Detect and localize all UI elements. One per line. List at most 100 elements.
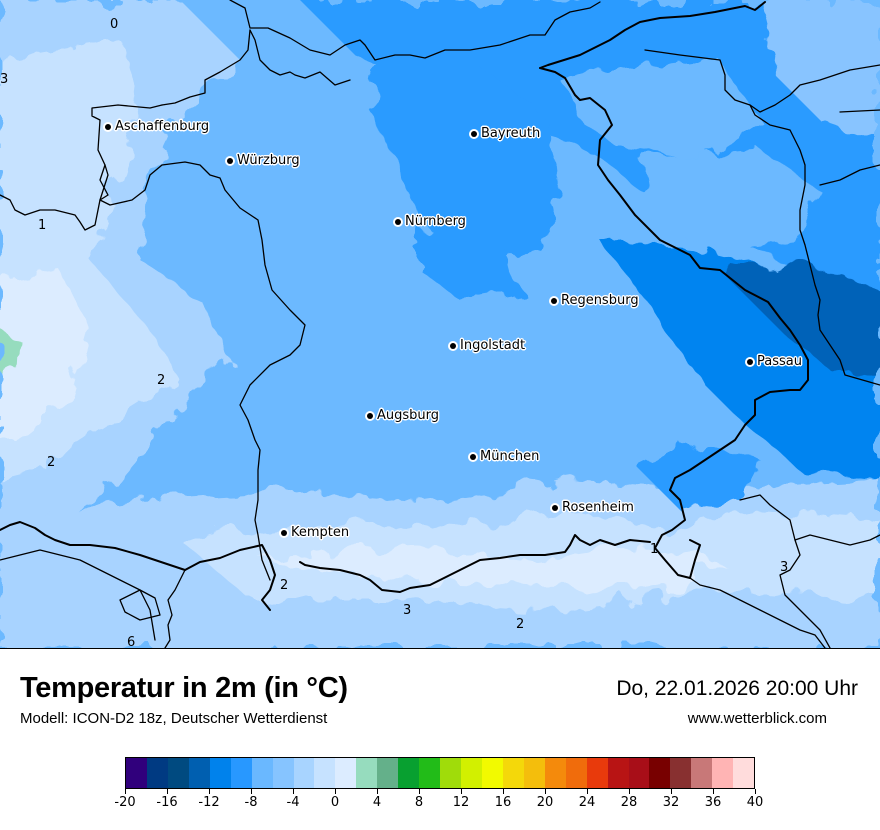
city-marker-icon <box>395 218 401 225</box>
colorbar-segment <box>733 758 755 788</box>
city-marker-icon <box>552 504 558 511</box>
temperature-field <box>0 0 880 648</box>
city-marker-icon <box>470 453 476 460</box>
tick-mark <box>334 789 336 794</box>
tick-mark <box>418 789 420 794</box>
colorbar-segment <box>607 758 629 788</box>
tick-label: 24 <box>578 795 596 810</box>
city-regensburg: Regensburg <box>551 293 639 308</box>
forecast-datetime: Do, 22.01.2026 20:00 Uhr <box>616 677 858 700</box>
city-label: Ingolstadt <box>460 338 526 353</box>
colorbar-ticks: -20 -16 -12 -8 -4 0 4 8 12 16 20 24 28 32 36 40 <box>114 789 763 819</box>
colorbar-segment <box>398 758 420 788</box>
colorbar-segment <box>209 758 231 788</box>
colorbar-segment <box>293 758 315 788</box>
colorbar-segment <box>586 758 608 788</box>
tick-label: 8 <box>414 795 424 810</box>
city-marker-icon <box>227 157 233 164</box>
colorbar-segment <box>251 758 273 788</box>
tick-mark <box>292 789 294 794</box>
colorbar-segment <box>356 758 378 788</box>
tick-mark <box>166 789 168 794</box>
tick-label: 12 <box>452 795 470 810</box>
colorbar-segment <box>670 758 692 788</box>
city-muenchen: München <box>470 449 539 464</box>
city-marker-icon <box>281 529 287 536</box>
city-label: Nürnberg <box>405 214 466 229</box>
city-aschaffenburg: Aschaffenburg <box>105 119 209 134</box>
colorbar-segment <box>335 758 357 788</box>
contour-value: 2 <box>47 455 56 470</box>
colorbar-segment <box>461 758 482 788</box>
model-info: Modell: ICON-D2 18z, Deutscher Wetterdie… <box>20 710 328 727</box>
contour-value: 3 <box>0 72 9 87</box>
tick-label: -20 <box>114 795 136 810</box>
tick-mark <box>208 789 210 794</box>
city-label: Passau <box>757 354 802 369</box>
city-marker-icon <box>747 358 753 365</box>
city-label: Aschaffenburg <box>115 119 210 134</box>
city-marker-icon <box>471 130 477 137</box>
city-rosenheim: Rosenheim <box>552 500 634 515</box>
city-marker-icon <box>450 342 456 349</box>
contour-value: 2 <box>280 578 289 593</box>
tick-label: 28 <box>620 795 638 810</box>
contour-value: 3 <box>780 560 789 575</box>
tick-label: -8 <box>244 795 258 810</box>
contour-value: 2 <box>157 373 166 388</box>
colorbar-segment <box>712 758 734 788</box>
contour-value: 2 <box>516 617 525 632</box>
colorbar-segment <box>649 758 671 788</box>
colorbar-segment <box>377 758 399 788</box>
temperature-map: 0 3 1 2 2 2 3 2 3 1 6 Aschaffenburg Würz… <box>0 0 880 649</box>
colorbar-segment <box>565 758 587 788</box>
border-lines <box>0 0 880 648</box>
city-label: Würzburg <box>237 153 300 168</box>
colorbar-segment <box>440 758 461 788</box>
city-label: Kempten <box>291 525 350 540</box>
city-label: Bayreuth <box>481 126 541 141</box>
contour-value: 6 <box>127 635 136 649</box>
city-label: Rosenheim <box>562 500 634 515</box>
city-passau: Passau <box>747 354 802 369</box>
city-wuerzburg: Würzburg <box>227 153 300 168</box>
contour-value: 3 <box>403 603 412 618</box>
colorbar-segment <box>188 758 210 788</box>
city-marker-icon <box>105 123 111 130</box>
colorbar-segment <box>544 758 566 788</box>
contour-value: 0 <box>110 17 119 32</box>
city-label: Augsburg <box>377 408 440 423</box>
city-marker-icon <box>367 412 373 419</box>
colorbar-segment <box>628 758 650 788</box>
tick-mark <box>124 789 126 794</box>
colorbar-segment <box>691 758 713 788</box>
tick-mark <box>712 789 714 794</box>
map-title: Temperatur in 2m (in °C) <box>20 672 348 704</box>
colorbar-segment <box>126 758 147 788</box>
tick-mark <box>628 789 630 794</box>
tick-mark <box>754 789 756 794</box>
tick-label: -4 <box>286 795 300 810</box>
colorbar-segment <box>523 758 545 788</box>
tick-mark <box>670 789 672 794</box>
colorbar-segment <box>167 758 189 788</box>
tick-label: -12 <box>198 795 220 810</box>
colorbar-segment <box>314 758 336 788</box>
tick-label: 20 <box>536 795 554 810</box>
city-ingolstadt: Ingolstadt <box>450 338 525 353</box>
tick-label: 32 <box>662 795 680 810</box>
city-augsburg: Augsburg <box>367 408 439 423</box>
tick-mark <box>460 789 462 794</box>
colorbar-segment <box>230 758 252 788</box>
colorbar-segment <box>419 758 441 788</box>
colorbar-segment <box>272 758 294 788</box>
contour-value: 1 <box>38 218 47 233</box>
tick-mark <box>544 789 546 794</box>
website-link[interactable]: www.wetterblick.com <box>687 710 827 727</box>
city-kempten: Kempten <box>281 525 349 540</box>
tick-mark <box>250 789 252 794</box>
tick-label: 40 <box>746 795 764 810</box>
colorbar-segment <box>146 758 168 788</box>
colorbar-segment <box>502 758 524 788</box>
temperature-colorbar <box>125 757 755 789</box>
